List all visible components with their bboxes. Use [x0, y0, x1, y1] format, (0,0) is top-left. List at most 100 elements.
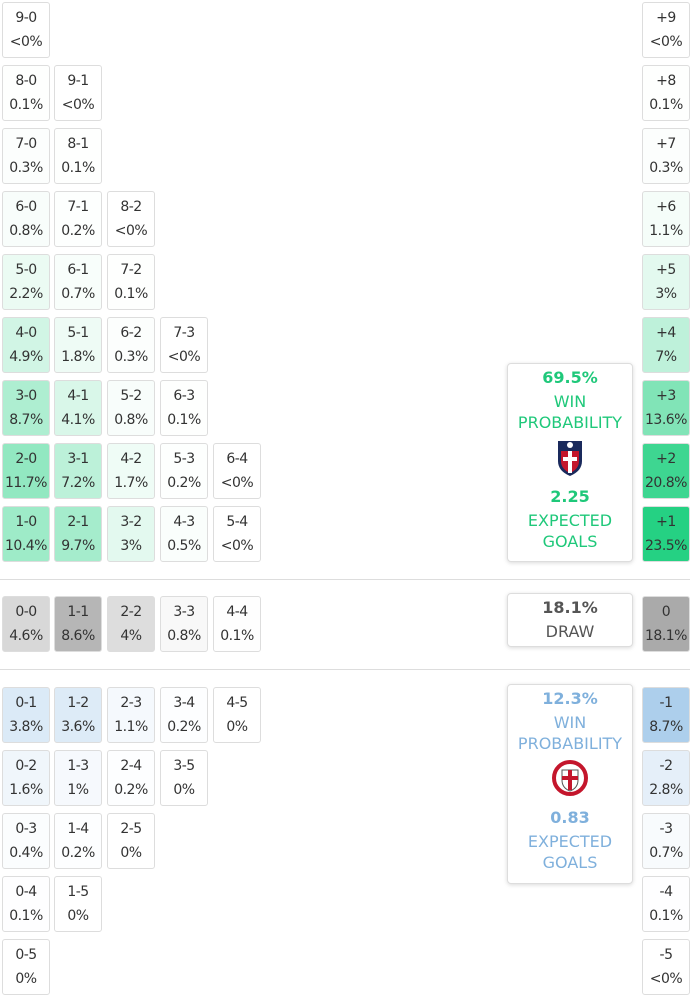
win-label: WIN PROBABILITY	[517, 392, 623, 432]
score: 6-3	[173, 388, 195, 404]
score-cell: -1 8.7%	[642, 687, 690, 743]
score-cell: 6-1 0.7%	[54, 254, 102, 310]
score-cell: 4-4 0.1%	[213, 596, 261, 652]
score: 1-3	[67, 758, 89, 774]
win-label: WIN PROBABILITY	[517, 713, 623, 753]
probability: 0.7%	[61, 286, 95, 302]
score-cell: +4 7%	[642, 317, 690, 373]
probability: 0.1%	[649, 97, 683, 113]
probability: <0%	[220, 538, 254, 554]
score-cell: 2-3 1.1%	[107, 687, 155, 743]
score-cell: 1-5 0%	[54, 876, 102, 932]
probability: 2.8%	[649, 782, 683, 798]
score-cell: +8 0.1%	[642, 65, 690, 121]
score-cell: 3-4 0.2%	[160, 687, 208, 743]
score: 6-1	[67, 262, 89, 278]
score: 1-4	[67, 821, 89, 837]
score-cell: 5-1 1.8%	[54, 317, 102, 373]
score: 8-2	[120, 199, 142, 215]
probability: 4.6%	[9, 628, 43, 644]
score: 2-1	[67, 514, 89, 530]
score-cell: 9-0 <0%	[2, 2, 50, 58]
score: 1-2	[67, 695, 89, 711]
probability: 4.9%	[9, 349, 43, 365]
probability: 0.8%	[167, 628, 201, 644]
score: 2-0	[15, 451, 37, 467]
draw-label: DRAW	[545, 622, 595, 641]
score: 0-0	[15, 604, 37, 620]
probability: 0.3%	[114, 349, 148, 365]
probability: 0.8%	[114, 412, 148, 428]
probability: 0.1%	[114, 286, 148, 302]
score-cell: 4-2 1.7%	[107, 443, 155, 499]
score: +1	[656, 514, 676, 530]
score-cell: 5-3 0.2%	[160, 443, 208, 499]
probability: 0%	[67, 908, 89, 924]
probability: 4.1%	[61, 412, 95, 428]
probability: 0.2%	[61, 845, 95, 861]
score-cell: 6-0 0.8%	[2, 191, 50, 247]
probability: 8.7%	[649, 719, 683, 735]
probability: 7.2%	[61, 475, 95, 491]
score-cell: +9 <0%	[642, 2, 690, 58]
probability: 1.8%	[61, 349, 95, 365]
score-cell: 4-3 0.5%	[160, 506, 208, 562]
score: 4-2	[120, 451, 142, 467]
score: 5-1	[67, 325, 89, 341]
score-cell: 6-3 0.1%	[160, 380, 208, 436]
score-cell: 4-5 0%	[213, 687, 261, 743]
score-cell: 3-5 0%	[160, 750, 208, 806]
probability: 0.1%	[167, 412, 201, 428]
score: +8	[656, 73, 676, 89]
probability: 1%	[67, 782, 89, 798]
score: 4-0	[15, 325, 37, 341]
probability: 1.1%	[114, 719, 148, 735]
probability: 8.6%	[61, 628, 95, 644]
probability: 8.7%	[9, 412, 43, 428]
score: 3-4	[173, 695, 195, 711]
score-cell: 6-2 0.3%	[107, 317, 155, 373]
probability: 0%	[173, 782, 195, 798]
score: 3-1	[67, 451, 89, 467]
score-cell: 2-0 11.7%	[2, 443, 50, 499]
score-cell: 0-3 0.4%	[2, 813, 50, 869]
probability: <0%	[61, 97, 95, 113]
probability: 0.1%	[220, 628, 254, 644]
win-pct: 69.5%	[542, 368, 598, 387]
score: 1-5	[67, 884, 89, 900]
probability: 13.6%	[645, 412, 687, 428]
score: -3	[659, 821, 673, 837]
score: 3-3	[173, 604, 195, 620]
score: 0-3	[15, 821, 37, 837]
score-cell: 0-5 0%	[2, 939, 50, 995]
score-cell: 7-0 0.3%	[2, 128, 50, 184]
score: -2	[659, 758, 673, 774]
score: 6-2	[120, 325, 142, 341]
score: 4-1	[67, 388, 89, 404]
score: 4-3	[173, 514, 195, 530]
score: +5	[656, 262, 676, 278]
score-cell: 0-1 3.8%	[2, 687, 50, 743]
score-cell: 7-2 0.1%	[107, 254, 155, 310]
score-cell: 0-0 4.6%	[2, 596, 50, 652]
score: 4-5	[226, 695, 248, 711]
xg: 0.83	[550, 808, 590, 827]
xg-label: EXPECTED GOALS	[527, 511, 613, 551]
score: 1-0	[15, 514, 37, 530]
score: +4	[656, 325, 676, 341]
probability: 1.6%	[9, 782, 43, 798]
score: 2-3	[120, 695, 142, 711]
probability: 4%	[120, 628, 142, 644]
score: -4	[659, 884, 673, 900]
probability: 0.2%	[167, 475, 201, 491]
probability: 0.3%	[649, 160, 683, 176]
score-cell: +1 23.5%	[642, 506, 690, 562]
score: 9-1	[67, 73, 89, 89]
probability: 0%	[15, 971, 37, 987]
score-cell: 1-1 8.6%	[54, 596, 102, 652]
separator	[0, 579, 690, 580]
probability: 0.2%	[61, 223, 95, 239]
score-cell: 7-1 0.2%	[54, 191, 102, 247]
score-cell: 5-2 0.8%	[107, 380, 155, 436]
